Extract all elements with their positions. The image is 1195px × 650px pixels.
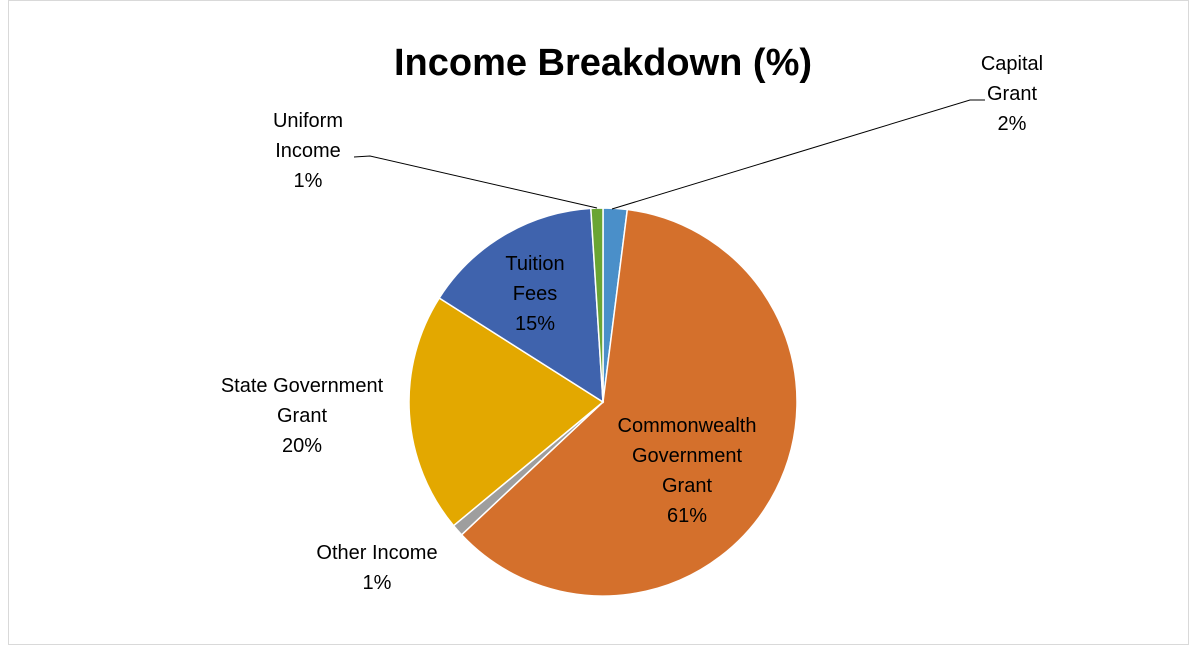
slice-label-line: Grant	[277, 405, 327, 427]
slice-label: Commonwealth Government Grant 61%	[618, 415, 757, 527]
slice-label-line: Fees	[513, 283, 557, 305]
slice-label-line: Commonwealth	[618, 415, 757, 437]
slice-label-line: Grant	[987, 83, 1037, 105]
leader-line	[353, 155, 598, 209]
slice-label-line: 61%	[667, 505, 707, 527]
leader-lines	[353, 99, 985, 210]
chart-title: Income Breakdown (%)	[394, 42, 812, 84]
slice-label-line: Uniform	[273, 110, 343, 132]
slice-label-line: Tuition	[505, 253, 564, 275]
slice-label: Capital Grant 2%	[981, 53, 1043, 135]
slice-label: State Government Grant 20%	[221, 375, 384, 457]
slice-label: Uniform Income 1%	[273, 110, 343, 192]
slice-label-line: Other Income	[316, 542, 437, 564]
slice-label-line: 2%	[998, 113, 1027, 135]
pie-slice	[460, 208, 798, 597]
slice-label-line: Government	[632, 445, 742, 467]
slice-label-line: State Government	[221, 375, 384, 397]
pie-slice	[408, 297, 605, 527]
leader-line	[611, 99, 985, 210]
slice-label-line: Income	[275, 140, 341, 162]
slice-label-line: 15%	[515, 313, 555, 335]
slice-label-line: Grant	[662, 475, 712, 497]
slice-label: Other Income 1%	[316, 542, 437, 594]
slice-label-line: 20%	[282, 435, 322, 457]
slice-labels: Capital Grant 2% Commonwealth Government Gran…	[221, 53, 1043, 594]
slice-label-line: 1%	[363, 572, 392, 594]
slice-label-line: Capital	[981, 53, 1043, 75]
slice-label: Tuition Fees 15%	[505, 253, 564, 335]
pie-slice	[438, 207, 604, 404]
slice-label-line: 1%	[294, 170, 323, 192]
pie-slices	[408, 207, 798, 597]
